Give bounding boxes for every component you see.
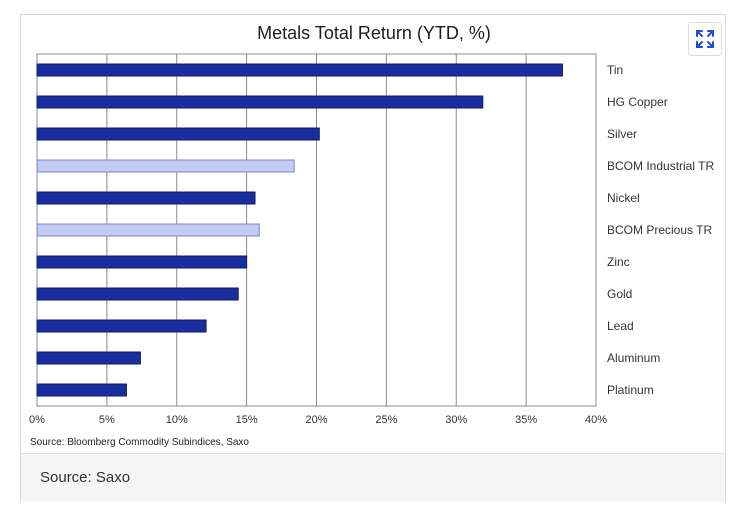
category-label: HG Copper xyxy=(607,95,668,109)
bar-hg-copper xyxy=(36,95,484,109)
x-tick-label: 15% xyxy=(236,414,258,426)
category-label: BCOM Precious TR xyxy=(607,223,712,237)
chart-title: Metals Total Return (YTD, %) xyxy=(257,23,491,43)
bar-bcom-precious-tr xyxy=(36,223,260,237)
chart-card: Metals Total Return (YTD, %) 0% 5% 10% 15% 2… xyxy=(20,14,726,502)
bar-chart: 0% 5% 10% 15% 20% 25% 30% 35% 40% Tin HG Copper Sil… xyxy=(29,53,714,448)
bar-lead xyxy=(36,319,207,333)
x-tick-label: 25% xyxy=(375,414,397,426)
category-label: Gold xyxy=(607,287,632,301)
bar-tin xyxy=(36,63,563,77)
bar-aluminum xyxy=(36,351,141,365)
x-tick-label: 30% xyxy=(445,414,467,426)
expand-button[interactable] xyxy=(688,22,722,56)
expand-icon xyxy=(696,30,714,48)
category-label: BCOM Industrial TR xyxy=(607,159,714,173)
x-tick-label: 10% xyxy=(166,414,188,426)
x-tick-label: 35% xyxy=(515,414,537,426)
x-tick-label: 20% xyxy=(305,414,327,426)
category-label: Lead xyxy=(607,319,634,333)
category-label: Aluminum xyxy=(607,351,660,365)
bar-platinum xyxy=(36,383,127,397)
category-label: Platinum xyxy=(607,383,654,397)
x-tick-label: 40% xyxy=(585,414,607,426)
footer-source: Source: Saxo xyxy=(40,469,131,486)
footer: Source: Saxo xyxy=(21,454,725,502)
category-label: Nickel xyxy=(607,191,640,205)
bar-zinc xyxy=(36,255,248,269)
category-label: Silver xyxy=(607,127,637,141)
bar-gold xyxy=(36,287,239,301)
bar-bcom-industrial-tr xyxy=(36,159,295,173)
bar-silver xyxy=(36,127,320,141)
chart-area: Metals Total Return (YTD, %) 0% 5% 10% 15% 2… xyxy=(21,15,725,454)
x-tick-label: 0% xyxy=(29,414,45,426)
category-label: Zinc xyxy=(607,255,630,269)
category-label: Tin xyxy=(607,63,623,77)
chart-source-note: Source: Bloomberg Commodity Subindices, … xyxy=(30,437,249,448)
x-tick-label: 5% xyxy=(99,414,115,426)
bar-nickel xyxy=(36,191,256,205)
